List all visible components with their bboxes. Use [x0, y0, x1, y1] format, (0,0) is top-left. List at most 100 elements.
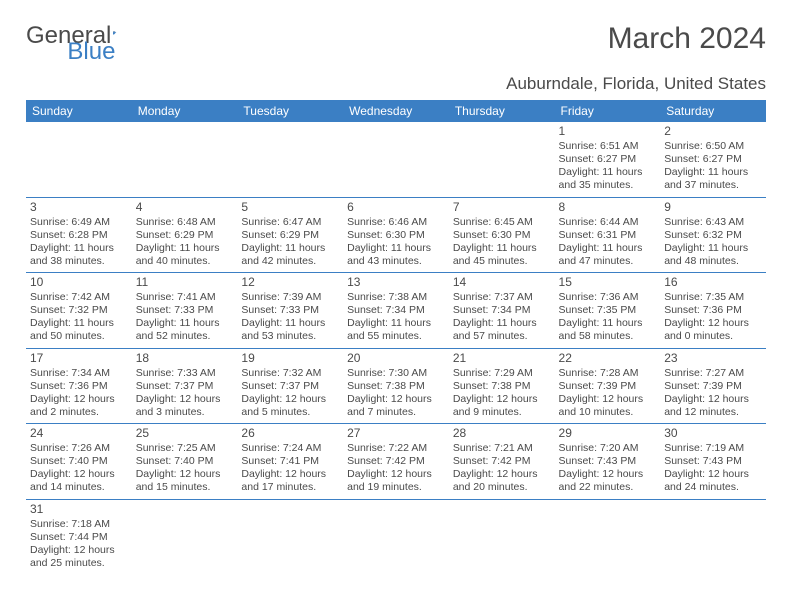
weekday-header: Tuesday	[237, 100, 343, 122]
day-number: 28	[453, 426, 551, 441]
sunrise-text: Sunrise: 6:44 AM	[559, 216, 657, 229]
daylight-text: and 12 minutes.	[664, 406, 762, 419]
daylight-text: and 14 minutes.	[30, 481, 128, 494]
daylight-text: and 58 minutes.	[559, 330, 657, 343]
daylight-text: and 17 minutes.	[241, 481, 339, 494]
sunrise-text: Sunrise: 7:41 AM	[136, 291, 234, 304]
sunrise-text: Sunrise: 6:50 AM	[664, 140, 762, 153]
daylight-text: Daylight: 12 hours	[347, 468, 445, 481]
daylight-text: Daylight: 11 hours	[241, 242, 339, 255]
sunset-text: Sunset: 6:27 PM	[559, 153, 657, 166]
sunrise-text: Sunrise: 7:27 AM	[664, 367, 762, 380]
calendar-row: 1Sunrise: 6:51 AMSunset: 6:27 PMDaylight…	[26, 122, 766, 197]
sunset-text: Sunset: 7:39 PM	[559, 380, 657, 393]
sunset-text: Sunset: 6:30 PM	[347, 229, 445, 242]
daylight-text: and 43 minutes.	[347, 255, 445, 268]
calendar-row: 24Sunrise: 7:26 AMSunset: 7:40 PMDayligh…	[26, 424, 766, 500]
daylight-text: Daylight: 11 hours	[559, 317, 657, 330]
day-number: 4	[136, 200, 234, 215]
sunrise-text: Sunrise: 7:30 AM	[347, 367, 445, 380]
calendar-cell: 7Sunrise: 6:45 AMSunset: 6:30 PMDaylight…	[449, 197, 555, 273]
day-number: 13	[347, 275, 445, 290]
sunset-text: Sunset: 7:37 PM	[241, 380, 339, 393]
daylight-text: and 42 minutes.	[241, 255, 339, 268]
calendar-cell	[237, 499, 343, 574]
day-number: 8	[559, 200, 657, 215]
calendar-cell: 30Sunrise: 7:19 AMSunset: 7:43 PMDayligh…	[660, 424, 766, 500]
day-number: 5	[241, 200, 339, 215]
daylight-text: Daylight: 11 hours	[559, 166, 657, 179]
daylight-text: and 40 minutes.	[136, 255, 234, 268]
calendar-cell: 23Sunrise: 7:27 AMSunset: 7:39 PMDayligh…	[660, 348, 766, 424]
sunset-text: Sunset: 7:42 PM	[453, 455, 551, 468]
daylight-text: and 22 minutes.	[559, 481, 657, 494]
calendar-cell	[26, 122, 132, 197]
sunrise-text: Sunrise: 7:34 AM	[30, 367, 128, 380]
calendar-cell: 15Sunrise: 7:36 AMSunset: 7:35 PMDayligh…	[555, 273, 661, 349]
daylight-text: and 3 minutes.	[136, 406, 234, 419]
calendar-cell: 2Sunrise: 6:50 AMSunset: 6:27 PMDaylight…	[660, 122, 766, 197]
calendar-row: 17Sunrise: 7:34 AMSunset: 7:36 PMDayligh…	[26, 348, 766, 424]
day-number: 18	[136, 351, 234, 366]
weekday-header: Thursday	[449, 100, 555, 122]
day-number: 26	[241, 426, 339, 441]
weekday-header: Friday	[555, 100, 661, 122]
calendar-cell	[343, 122, 449, 197]
calendar-cell	[449, 122, 555, 197]
sunset-text: Sunset: 7:43 PM	[559, 455, 657, 468]
sunrise-text: Sunrise: 7:26 AM	[30, 442, 128, 455]
sunrise-text: Sunrise: 6:46 AM	[347, 216, 445, 229]
weekday-header-row: Sunday Monday Tuesday Wednesday Thursday…	[26, 100, 766, 122]
daylight-text: Daylight: 12 hours	[559, 393, 657, 406]
daylight-text: Daylight: 12 hours	[347, 393, 445, 406]
sunset-text: Sunset: 7:42 PM	[347, 455, 445, 468]
page-title: March 2024	[608, 22, 766, 56]
sunrise-text: Sunrise: 7:29 AM	[453, 367, 551, 380]
daylight-text: Daylight: 12 hours	[664, 393, 762, 406]
sunrise-text: Sunrise: 7:22 AM	[347, 442, 445, 455]
sunset-text: Sunset: 7:38 PM	[347, 380, 445, 393]
daylight-text: Daylight: 12 hours	[559, 468, 657, 481]
daylight-text: and 5 minutes.	[241, 406, 339, 419]
day-number: 14	[453, 275, 551, 290]
sunrise-text: Sunrise: 6:47 AM	[241, 216, 339, 229]
daylight-text: and 38 minutes.	[30, 255, 128, 268]
day-number: 11	[136, 275, 234, 290]
daylight-text: Daylight: 11 hours	[136, 242, 234, 255]
sunrise-text: Sunrise: 7:28 AM	[559, 367, 657, 380]
daylight-text: Daylight: 11 hours	[347, 317, 445, 330]
day-number: 24	[30, 426, 128, 441]
day-number: 20	[347, 351, 445, 366]
daylight-text: Daylight: 11 hours	[453, 242, 551, 255]
weekday-header: Saturday	[660, 100, 766, 122]
calendar-cell	[132, 499, 238, 574]
calendar-cell: 16Sunrise: 7:35 AMSunset: 7:36 PMDayligh…	[660, 273, 766, 349]
day-number: 17	[30, 351, 128, 366]
daylight-text: Daylight: 12 hours	[241, 468, 339, 481]
day-number: 2	[664, 124, 762, 139]
day-number: 10	[30, 275, 128, 290]
sunrise-text: Sunrise: 7:21 AM	[453, 442, 551, 455]
calendar-cell: 19Sunrise: 7:32 AMSunset: 7:37 PMDayligh…	[237, 348, 343, 424]
sunset-text: Sunset: 7:39 PM	[664, 380, 762, 393]
daylight-text: Daylight: 12 hours	[136, 468, 234, 481]
sunrise-text: Sunrise: 7:39 AM	[241, 291, 339, 304]
calendar-cell: 21Sunrise: 7:29 AMSunset: 7:38 PMDayligh…	[449, 348, 555, 424]
daylight-text: and 35 minutes.	[559, 179, 657, 192]
sunset-text: Sunset: 7:32 PM	[30, 304, 128, 317]
daylight-text: and 37 minutes.	[664, 179, 762, 192]
daylight-text: and 53 minutes.	[241, 330, 339, 343]
daylight-text: Daylight: 12 hours	[453, 393, 551, 406]
weekday-header: Wednesday	[343, 100, 449, 122]
daylight-text: and 0 minutes.	[664, 330, 762, 343]
daylight-text: Daylight: 11 hours	[136, 317, 234, 330]
calendar-cell: 28Sunrise: 7:21 AMSunset: 7:42 PMDayligh…	[449, 424, 555, 500]
sunrise-text: Sunrise: 7:35 AM	[664, 291, 762, 304]
daylight-text: and 2 minutes.	[30, 406, 128, 419]
sunrise-text: Sunrise: 6:45 AM	[453, 216, 551, 229]
day-number: 22	[559, 351, 657, 366]
sunset-text: Sunset: 6:31 PM	[559, 229, 657, 242]
day-number: 6	[347, 200, 445, 215]
calendar-cell: 17Sunrise: 7:34 AMSunset: 7:36 PMDayligh…	[26, 348, 132, 424]
calendar-cell: 18Sunrise: 7:33 AMSunset: 7:37 PMDayligh…	[132, 348, 238, 424]
